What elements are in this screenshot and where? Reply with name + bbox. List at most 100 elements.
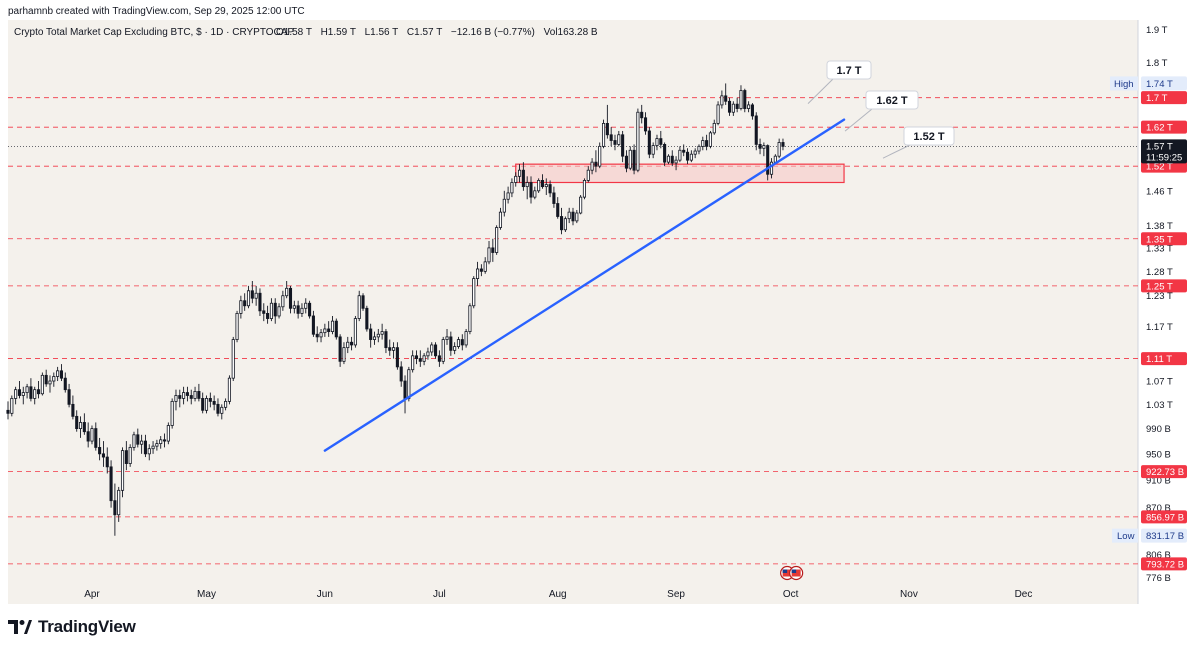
candle[interactable] bbox=[143, 434, 147, 458]
candle[interactable] bbox=[350, 336, 354, 351]
candle[interactable] bbox=[449, 331, 453, 356]
candle[interactable] bbox=[262, 303, 266, 322]
candle[interactable] bbox=[491, 238, 495, 262]
candle[interactable] bbox=[506, 186, 510, 204]
candle[interactable] bbox=[697, 144, 701, 155]
candle[interactable] bbox=[525, 176, 529, 200]
candle[interactable] bbox=[563, 216, 567, 232]
candle[interactable] bbox=[75, 410, 79, 432]
candle[interactable] bbox=[384, 328, 388, 354]
candle[interactable] bbox=[579, 195, 583, 215]
candle[interactable] bbox=[243, 293, 247, 311]
candle[interactable] bbox=[663, 142, 667, 167]
candle[interactable] bbox=[189, 389, 193, 405]
candle[interactable] bbox=[533, 186, 537, 200]
candle[interactable] bbox=[239, 295, 243, 319]
candle[interactable] bbox=[632, 144, 636, 175]
candle[interactable] bbox=[472, 276, 476, 309]
candle[interactable] bbox=[128, 444, 132, 467]
candle[interactable] bbox=[67, 383, 71, 408]
candle[interactable] bbox=[56, 366, 60, 382]
candle[interactable] bbox=[483, 257, 487, 274]
support-zone[interactable] bbox=[515, 163, 845, 184]
candle[interactable] bbox=[693, 148, 697, 159]
candle[interactable] bbox=[456, 336, 461, 349]
candle[interactable] bbox=[94, 422, 98, 451]
candle[interactable] bbox=[395, 342, 399, 370]
price-callout[interactable]: 1.52 T bbox=[882, 126, 955, 159]
candle[interactable] bbox=[735, 97, 739, 113]
candle[interactable] bbox=[544, 178, 548, 196]
candle[interactable] bbox=[605, 104, 609, 139]
candle[interactable] bbox=[537, 178, 541, 193]
candle[interactable] bbox=[678, 146, 682, 163]
candle[interactable] bbox=[33, 386, 37, 405]
candle[interactable] bbox=[285, 280, 289, 299]
candle[interactable] bbox=[392, 342, 396, 359]
candle[interactable] bbox=[380, 323, 384, 340]
trendline[interactable] bbox=[323, 118, 846, 452]
candle[interactable] bbox=[346, 336, 350, 354]
candle[interactable] bbox=[437, 350, 441, 367]
candle[interactable] bbox=[521, 162, 525, 191]
candle[interactable] bbox=[147, 444, 151, 461]
candle[interactable] bbox=[609, 127, 613, 147]
candle[interactable] bbox=[624, 150, 628, 173]
candle[interactable] bbox=[155, 439, 159, 451]
candle[interactable] bbox=[682, 144, 686, 157]
candle[interactable] bbox=[388, 339, 392, 356]
candle[interactable] bbox=[743, 88, 747, 113]
candle[interactable] bbox=[552, 186, 556, 208]
candle[interactable] bbox=[460, 334, 464, 351]
candle[interactable] bbox=[170, 398, 174, 429]
candle[interactable] bbox=[52, 372, 56, 387]
candle[interactable] bbox=[90, 425, 94, 445]
candle[interactable] bbox=[36, 381, 41, 399]
candle[interactable] bbox=[185, 386, 189, 402]
candle[interactable] bbox=[334, 318, 338, 340]
candle[interactable] bbox=[281, 290, 285, 311]
candle[interactable] bbox=[453, 342, 457, 355]
candle[interactable] bbox=[445, 328, 449, 345]
candle[interactable] bbox=[369, 323, 373, 348]
candle[interactable] bbox=[246, 285, 251, 309]
candle[interactable] bbox=[315, 326, 319, 343]
candle[interactable] bbox=[498, 207, 503, 230]
candle[interactable] bbox=[277, 303, 281, 319]
tradingview-brand[interactable]: TradingView bbox=[8, 617, 136, 637]
candle[interactable] bbox=[701, 136, 705, 151]
candle[interactable] bbox=[716, 101, 720, 126]
candle[interactable] bbox=[136, 428, 140, 448]
candle[interactable] bbox=[323, 323, 327, 337]
candle[interactable] bbox=[159, 436, 163, 449]
candle[interactable] bbox=[300, 303, 304, 317]
candle[interactable] bbox=[235, 310, 239, 343]
candle[interactable] bbox=[308, 300, 312, 319]
candle[interactable] bbox=[464, 328, 468, 348]
candle[interactable] bbox=[685, 148, 690, 165]
candle[interactable] bbox=[422, 353, 426, 366]
candle[interactable] bbox=[361, 293, 365, 311]
us-flag-icon[interactable] bbox=[789, 565, 804, 581]
candle[interactable] bbox=[628, 146, 632, 171]
candle[interactable] bbox=[254, 285, 258, 306]
candle[interactable] bbox=[754, 112, 758, 151]
candle[interactable] bbox=[762, 142, 766, 157]
candle[interactable] bbox=[617, 130, 621, 147]
candle[interactable] bbox=[708, 130, 712, 149]
candle[interactable] bbox=[330, 315, 335, 335]
candle[interactable] bbox=[201, 392, 205, 414]
candle[interactable] bbox=[166, 422, 170, 445]
candle[interactable] bbox=[319, 328, 323, 343]
candle[interactable] bbox=[571, 207, 575, 226]
candle[interactable] bbox=[220, 404, 224, 420]
candle[interactable] bbox=[540, 174, 545, 189]
candle[interactable] bbox=[140, 434, 144, 454]
candle[interactable] bbox=[670, 150, 674, 167]
candle[interactable] bbox=[712, 119, 716, 135]
candle[interactable] bbox=[476, 261, 480, 286]
candle[interactable] bbox=[365, 305, 369, 332]
candle[interactable] bbox=[514, 172, 518, 187]
candle[interactable] bbox=[430, 342, 434, 356]
candle[interactable] bbox=[208, 392, 212, 408]
